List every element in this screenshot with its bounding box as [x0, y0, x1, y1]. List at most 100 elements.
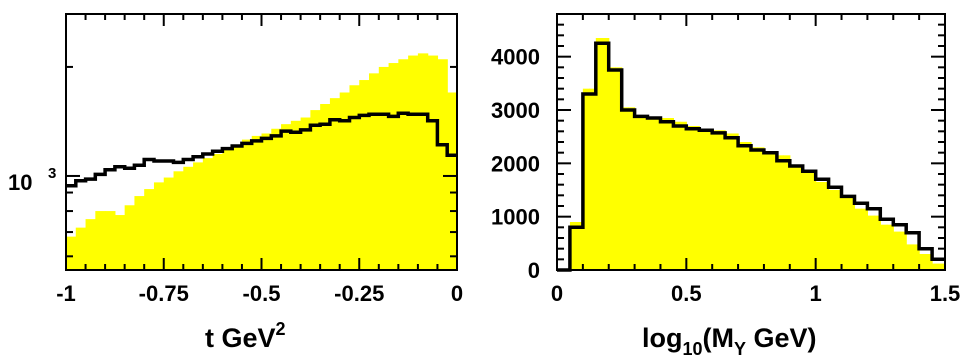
filled-histogram-bar [718, 130, 726, 270]
filled-histogram-bar [281, 124, 292, 271]
filled-histogram-bar [290, 120, 302, 270]
filled-histogram-bar [679, 121, 687, 270]
filled-histogram-bar [576, 222, 584, 270]
filled-histogram-bar [75, 227, 87, 270]
filled-histogram-bar [841, 198, 849, 270]
filled-histogram-bar [271, 128, 282, 270]
x-tick-label: 1 [810, 281, 822, 306]
filled-histogram-bar [232, 145, 243, 270]
filled-histogram-series [569, 38, 946, 271]
x-axis-title: log10(MY GeV) [642, 323, 817, 359]
filled-histogram-bar [647, 118, 655, 270]
filled-histogram-bar [776, 155, 784, 270]
filled-histogram-bar [912, 244, 920, 270]
filled-histogram-bar [757, 147, 765, 270]
filled-histogram-bar [589, 88, 597, 271]
filled-histogram-bar [320, 104, 331, 270]
filled-histogram-bar [712, 130, 720, 270]
filled-histogram-bar [369, 73, 380, 271]
filled-histogram-bar [770, 152, 778, 270]
filled-histogram-bar [261, 133, 272, 270]
filled-histogram-bar [427, 55, 439, 270]
mass-distribution-panel: 0 0.5 1 1.5 0 1000 2000 3000 4000 log10(MY GeV) [491, 13, 960, 359]
filled-histogram-bar [938, 263, 946, 270]
filled-histogram-bar [835, 190, 843, 270]
x-axis-title-part: log [642, 323, 683, 353]
axis-ticks [65, 14, 458, 270]
filled-histogram-bar [124, 205, 136, 270]
filled-histogram-bar [822, 182, 830, 270]
filled-histogram-bar [628, 107, 636, 270]
filled-histogram-bar [634, 115, 642, 270]
x-axis-title-part: t GeV [205, 323, 276, 353]
filled-histogram-bar [783, 155, 791, 270]
filled-histogram-bar [251, 135, 263, 270]
filled-histogram-bar [329, 98, 341, 271]
filled-histogram-bar [738, 142, 746, 270]
x-tick-label: 0.5 [671, 281, 702, 306]
filled-histogram-bar [339, 92, 351, 271]
filled-histogram-bar [763, 152, 771, 270]
filled-histogram-bar [654, 118, 662, 270]
filled-histogram-bar [144, 189, 155, 270]
filled-histogram-bar [183, 166, 194, 270]
filled-histogram-bar [699, 128, 707, 270]
filled-histogram-bar [809, 171, 817, 270]
filled-histogram-bar [241, 139, 253, 270]
filled-histogram-bar [886, 224, 894, 270]
filled-histogram-bar [705, 128, 713, 270]
filled-histogram-bar [388, 63, 399, 270]
x-tick-label: 0 [551, 281, 563, 306]
filled-histogram-bar [595, 38, 603, 270]
filled-histogram-bar [408, 55, 419, 270]
t-distribution-panel: -1 -0.75 -0.5 -0.25 0 10 3 t GeV2 [8, 13, 463, 353]
filled-histogram-bar [615, 67, 623, 270]
filled-histogram-bar [860, 208, 868, 270]
y-tick-label: 10 [8, 170, 32, 195]
filled-histogram-bar [153, 182, 165, 270]
x-axis-title-part: 2 [276, 319, 286, 339]
filled-histogram-bar [114, 215, 126, 270]
x-axis-title-part: 10 [683, 339, 703, 359]
filled-histogram-bar [725, 133, 733, 270]
filled-histogram-bar [796, 166, 804, 270]
y-tick-label: 1000 [491, 205, 540, 230]
x-axis-title: t GeV2 [205, 319, 286, 353]
filled-histogram-bar [212, 153, 223, 270]
filled-histogram-bar [880, 224, 888, 270]
filled-histogram-bar [621, 107, 629, 270]
filled-histogram-bar [222, 149, 233, 270]
filled-histogram-bar [349, 85, 360, 270]
filled-histogram-bar [802, 171, 810, 270]
filled-histogram-bar [437, 59, 448, 270]
filled-histogram-bar [105, 211, 116, 270]
filled-histogram-bar [815, 182, 823, 270]
filled-histogram-bar [673, 121, 681, 270]
axis-ticks [556, 13, 946, 271]
filled-histogram-bar [359, 80, 370, 270]
filled-histogram-bar [378, 66, 390, 271]
filled-histogram-bar [569, 222, 577, 270]
filled-histogram-bar [134, 196, 145, 270]
filled-histogram-bar [867, 215, 875, 270]
filled-histogram-bar [417, 53, 429, 270]
x-tick-label: -0.25 [334, 281, 384, 306]
filled-histogram-series [66, 53, 458, 271]
filled-histogram-bar [300, 117, 311, 270]
y-tick-label: 3000 [491, 98, 540, 123]
x-tick-label: 0 [451, 281, 463, 306]
filled-histogram-bar [744, 142, 752, 270]
filled-histogram-bar [602, 38, 610, 270]
filled-histogram-bar [731, 133, 739, 270]
filled-histogram-bar [692, 126, 700, 270]
filled-histogram-bar [848, 198, 856, 270]
filled-histogram-bar [398, 59, 409, 270]
filled-histogram-bar [919, 254, 927, 270]
filled-histogram-bar [906, 244, 914, 270]
x-tick-label: -1 [56, 281, 76, 306]
filled-histogram-bar [173, 171, 184, 270]
y-tick-label-exponent: 3 [48, 165, 56, 182]
filled-histogram-bar [447, 92, 458, 271]
y-tick-label: 2000 [491, 151, 540, 176]
filled-histogram-bar [893, 231, 901, 270]
